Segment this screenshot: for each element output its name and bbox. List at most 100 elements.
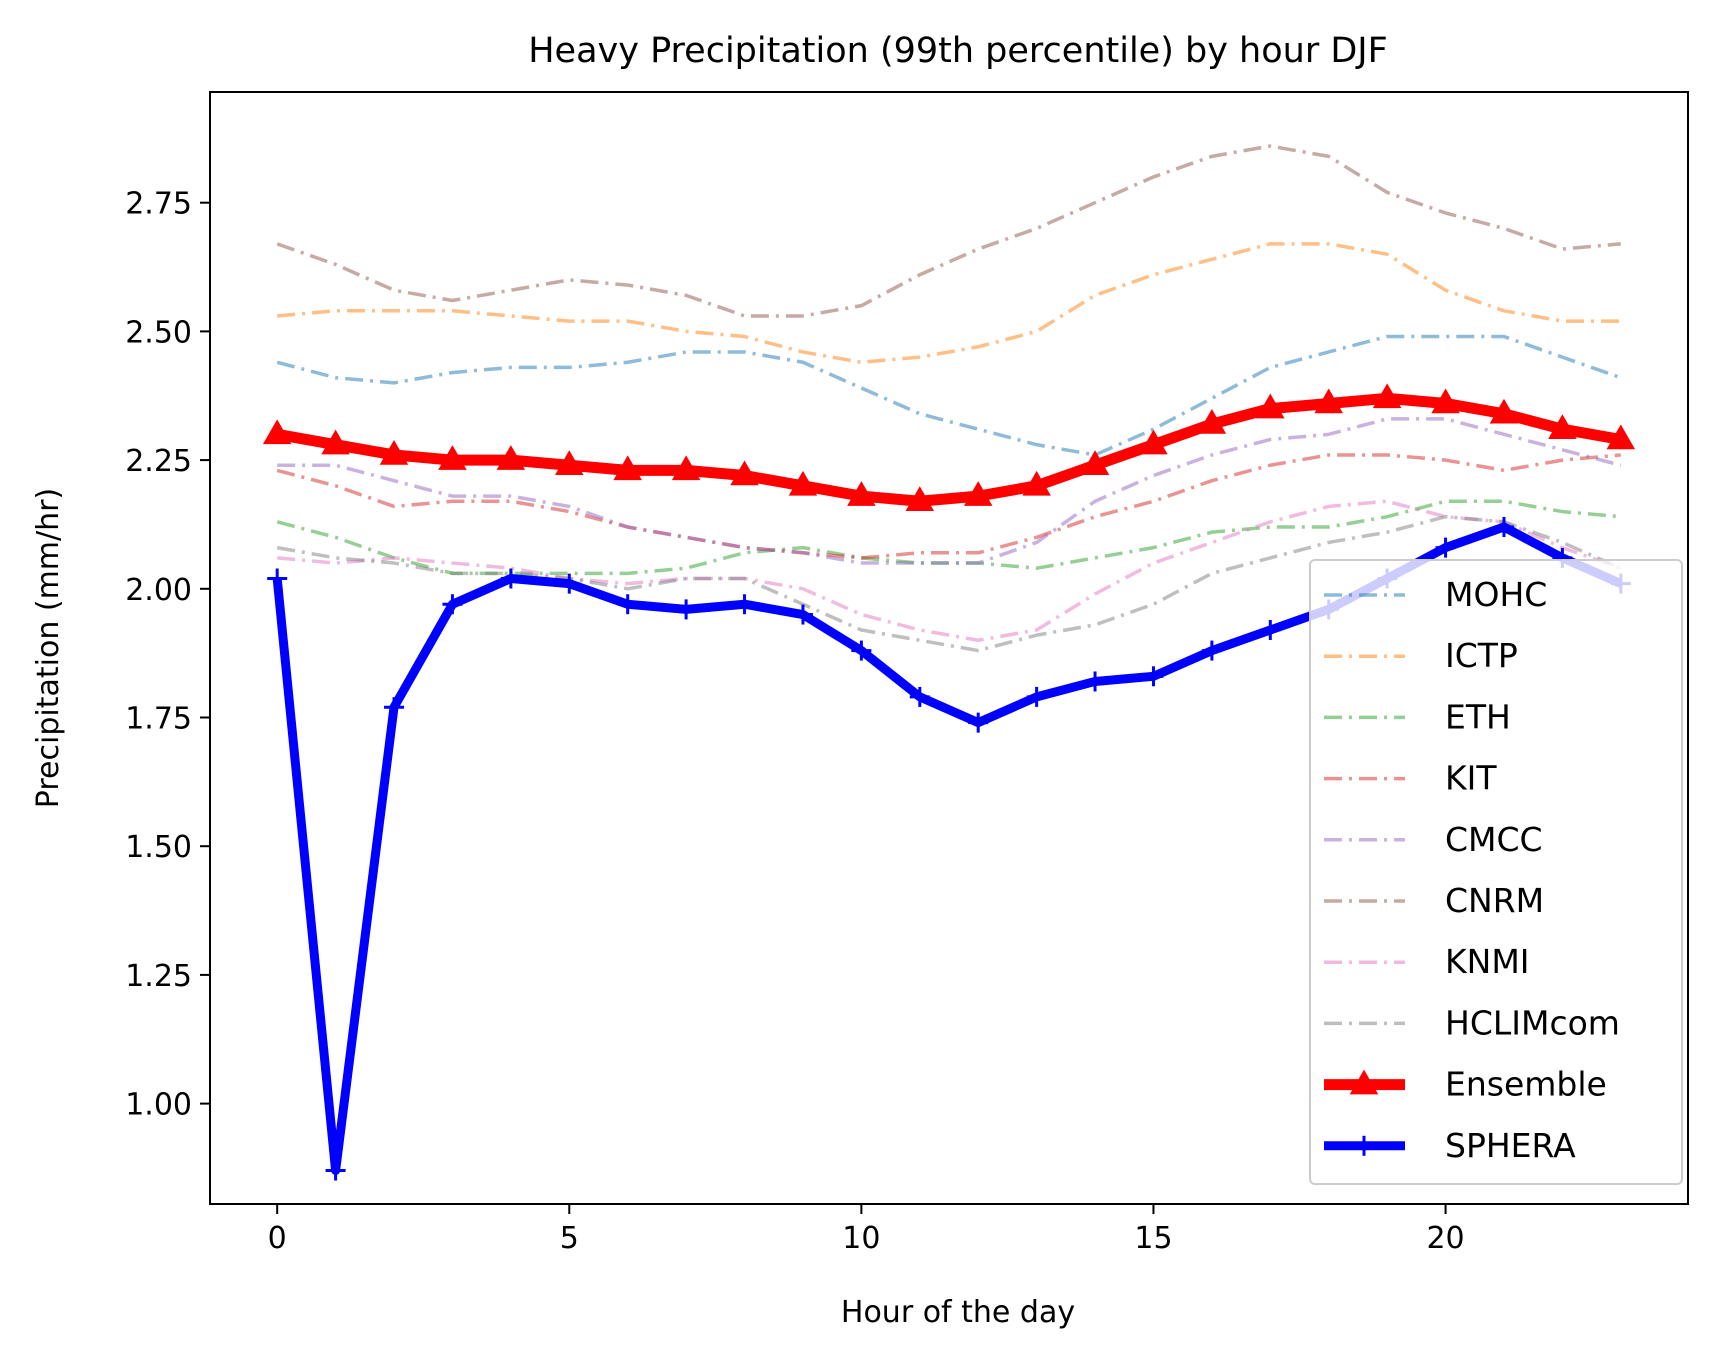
- sphera-point: [851, 640, 872, 661]
- y-tick-label: 2.25: [125, 444, 192, 479]
- series-eth: [276, 499, 1621, 576]
- ensemble-point: [262, 419, 292, 445]
- series-kit: [276, 453, 1621, 560]
- legend-item-ensemble: Ensemble: [1324, 1065, 1607, 1104]
- series-line-hclimcom: [276, 514, 1622, 653]
- y-tick-label: 1.25: [125, 959, 192, 994]
- sphera-point: [1026, 686, 1047, 707]
- series-mohc: [276, 334, 1622, 457]
- chart-title: Heavy Precipitation (99th percentile) by…: [528, 31, 1388, 71]
- legend-item-ictp: ICTP: [1324, 636, 1518, 675]
- legend-item-cmcc: CMCC: [1324, 820, 1543, 859]
- series-ictp: [277, 242, 1621, 365]
- plot-frame: [209, 91, 1689, 1205]
- sphera-point: [909, 686, 930, 707]
- series-knmi: [277, 499, 1622, 643]
- y-axis-label: Precipitation (mm/hr): [31, 488, 66, 808]
- sphera-point: [1201, 640, 1222, 661]
- legend-label: MOHC: [1445, 575, 1547, 614]
- ensemble-point: [1139, 429, 1168, 455]
- sphera-point: [1493, 517, 1514, 538]
- ensemble-point: [1431, 388, 1460, 414]
- legend-item-sphera: SPHERA: [1324, 1126, 1576, 1165]
- ensemble-point: [671, 455, 701, 481]
- series-line-ictp: [277, 242, 1621, 365]
- x-tick-label: 0: [268, 1221, 287, 1256]
- sphera-point: [267, 568, 288, 589]
- ensemble-point: [730, 460, 759, 486]
- series-cnrm: [276, 144, 1621, 318]
- series-line-knmi: [277, 499, 1622, 643]
- series-ensemble: [262, 383, 1636, 512]
- ensemble-point: [1256, 393, 1285, 419]
- ensemble-point: [321, 429, 350, 455]
- x-axis-label: Hour of the day: [841, 1295, 1075, 1330]
- y-tick-label: 1.75: [125, 702, 192, 737]
- sphera-point: [617, 594, 638, 615]
- axes-layer: 0 5 10 15 20 1.00 1.25 1.50 1.75 2.00 2.25 2.50 2.75: [125, 187, 1464, 1256]
- sphera-point: [676, 599, 697, 620]
- series-line-cmcc: [277, 417, 1622, 565]
- y-tick-label: 1.00: [125, 1088, 192, 1123]
- series-line-mohc: [276, 334, 1622, 457]
- ensemble-point: [1080, 450, 1110, 475]
- ensemble-point: [1022, 470, 1051, 496]
- y-tick-label: 2.00: [125, 573, 192, 608]
- sphera-point: [500, 568, 521, 589]
- legend-label: Ensemble: [1445, 1065, 1607, 1104]
- legend-item-hclimcom: HCLIMcom: [1324, 1003, 1620, 1042]
- legend-item-mohc: MOHC: [1324, 575, 1547, 614]
- ensemble-point: [905, 486, 935, 512]
- sphera-point: [1085, 671, 1106, 692]
- sphera-point: [559, 573, 580, 594]
- y-tick-label: 1.50: [125, 830, 192, 865]
- legend-label: KNMI: [1445, 942, 1530, 981]
- legend-item-cnrm: CNRM: [1324, 881, 1544, 920]
- ensemble-point: [847, 481, 876, 506]
- ensemble-point: [438, 445, 467, 470]
- ensemble-point: [1548, 414, 1577, 439]
- ensemble-point: [555, 450, 584, 475]
- y-tick-label: 2.75: [125, 187, 192, 222]
- sphera-point: [1260, 619, 1281, 640]
- series-line-cnrm: [276, 144, 1621, 318]
- ensemble-point: [1372, 383, 1402, 409]
- sphera-point: [1143, 666, 1164, 687]
- ensemble-point: [1489, 398, 1519, 424]
- x-tick-label: 20: [1426, 1221, 1464, 1256]
- sphera-point: [325, 1160, 346, 1181]
- legend-label: CMCC: [1445, 820, 1543, 859]
- ensemble-point: [1314, 388, 1343, 414]
- legend-item-eth: ETH: [1324, 697, 1511, 736]
- sphera-point: [442, 594, 463, 615]
- series-line-eth: [276, 499, 1621, 576]
- series-hclimcom: [276, 514, 1622, 653]
- legend-label: CNRM: [1445, 881, 1544, 920]
- ensemble-point: [1197, 409, 1227, 434]
- y-tick-label: 2.50: [125, 315, 192, 350]
- legend: MOHC ICTP ETH KIT CMCC CNRM KNMI HCLIMcom Ensemb…: [1309, 559, 1683, 1185]
- ensemble-point: [496, 445, 526, 470]
- legend-label: HCLIMcom: [1445, 1003, 1620, 1042]
- sphera-point: [792, 604, 813, 625]
- sphera-point: [1435, 537, 1456, 558]
- series-line-kit: [276, 453, 1621, 560]
- series-line-ensemble: [276, 392, 1622, 507]
- ensemble-point: [788, 470, 818, 496]
- ensemble-point: [963, 481, 993, 506]
- legend-label: ETH: [1445, 697, 1511, 736]
- x-tick-label: 10: [842, 1221, 880, 1256]
- legend-marker: [1349, 1069, 1379, 1095]
- legend-item-kit: KIT: [1324, 759, 1497, 798]
- legend-label: KIT: [1445, 759, 1497, 798]
- x-tick-label: 5: [560, 1221, 579, 1256]
- sphera-point: [968, 712, 989, 733]
- x-tick-label: 15: [1134, 1221, 1172, 1256]
- legend-item-knmi: KNMI: [1324, 942, 1530, 981]
- ensemble-point: [1606, 424, 1636, 450]
- legend-label: SPHERA: [1445, 1126, 1576, 1165]
- sphera-point: [734, 594, 755, 615]
- legend-label: ICTP: [1445, 636, 1518, 675]
- ensemble-point: [613, 455, 642, 481]
